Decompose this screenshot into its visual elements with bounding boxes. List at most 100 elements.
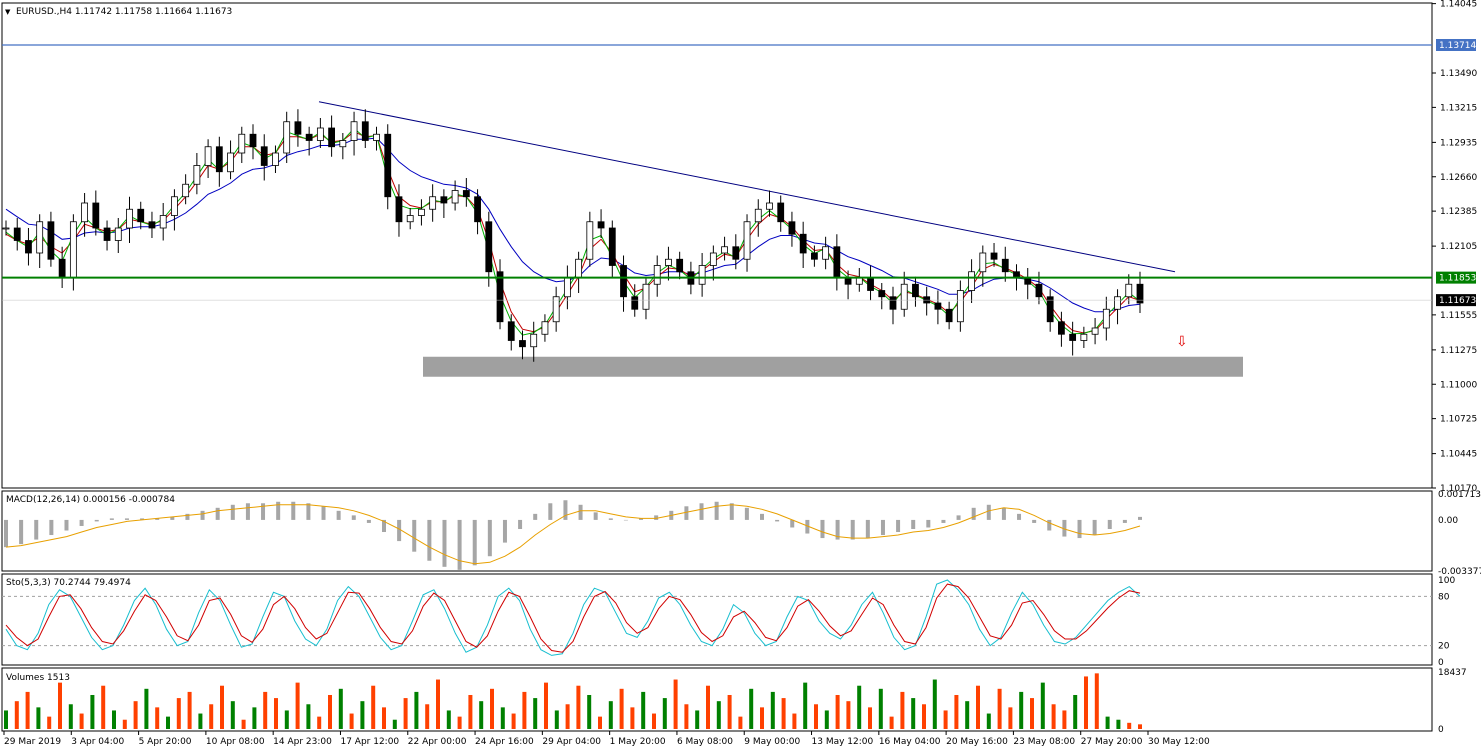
volume-bar [58, 682, 62, 729]
candle-body [1114, 296, 1121, 310]
time-tick-label: 13 May 12:00 [812, 737, 874, 747]
candle-body [260, 146, 268, 166]
macd-bar [306, 503, 311, 520]
volume-bar [1138, 724, 1142, 729]
volume-bar [79, 713, 84, 729]
candle-body [653, 265, 661, 285]
price-tick-label: 1.11555 [1440, 311, 1477, 321]
macd-bar [699, 503, 704, 520]
volume-bar [706, 685, 710, 729]
candle-body [1058, 321, 1065, 335]
macd-bar [215, 507, 220, 520]
volume-bar [371, 685, 376, 729]
volume-bar [1084, 676, 1088, 729]
volume-bar [338, 688, 343, 729]
macd-axis: 0.001713 0.00 -0.003377 [1438, 490, 1481, 577]
volume-bar [166, 716, 170, 729]
support-zone [423, 356, 1243, 377]
candle-body [114, 227, 122, 241]
collapse-triangle-icon[interactable]: ▼ [5, 8, 11, 16]
volume-bar [252, 707, 257, 729]
time-tick-label: 1 May 20:00 [610, 737, 666, 747]
volume-pane-frame [1, 667, 1433, 732]
macd-bar [230, 504, 235, 520]
price-tick-label: 1.14045 [1440, 0, 1477, 10]
price-pane-frame [1, 2, 1433, 489]
macd-bar [911, 519, 916, 529]
macd-bar [608, 518, 613, 520]
candle-body [496, 271, 504, 323]
volume-bar [911, 698, 916, 729]
volume-pane[interactable]: Volumes 1513 18437 0 [1, 667, 1467, 735]
macd-bar [261, 503, 266, 520]
volume-bar [263, 691, 268, 729]
price-pane[interactable]: 1.13714 1.11853 1.11673 ⇩ EURUSD.,H4 1.117… [1, 0, 1477, 494]
macd-bar [321, 506, 326, 520]
price-tick-label: 1.13215 [1440, 103, 1477, 113]
sell-arrow-icon: ⇩ [1176, 334, 1188, 350]
candle-body [575, 258, 583, 279]
price-tick-label: 1.11275 [1440, 346, 1477, 356]
candle-body [316, 127, 324, 141]
candle-body [563, 277, 571, 298]
candle-body [990, 252, 998, 260]
macd-pane[interactable]: MACD(12,26,14) 0.000156 -0.000784 0.0017… [1, 490, 1481, 577]
horizontal-levels[interactable]: 1.13714 1.11853 1.11673 [2, 39, 1476, 307]
stochastic-tick-label: 20 [1438, 642, 1450, 652]
stochastic-title: Sto(5,3,3) 70.2744 79.4974 [6, 578, 131, 588]
volume-bar [436, 679, 440, 729]
time-tick-label: 14 Apr 23:00 [273, 737, 332, 747]
volume-bar [230, 701, 235, 729]
volume-bar [349, 713, 354, 729]
candle-body [47, 221, 55, 260]
candle-body [429, 196, 437, 210]
candle-body [373, 133, 380, 141]
price-tick-label: 1.12385 [1440, 207, 1477, 217]
macd-bar [1062, 519, 1067, 537]
volume-bar [4, 710, 8, 729]
volume-bar [641, 691, 646, 729]
time-axis: 29 Mar 2019 3 Apr 04:00 5 Apr 20:00 10 Apr … [3, 731, 1210, 747]
macd-bar [155, 518, 160, 520]
candle-body [193, 165, 201, 185]
volume-bar [652, 713, 656, 729]
macd-bar [941, 519, 946, 523]
volume-bar [14, 701, 19, 729]
time-tick-label: 10 Apr 08:00 [206, 737, 265, 747]
volume-bar [792, 713, 797, 729]
macd-bar [94, 519, 99, 522]
macd-pane-frame [1, 490, 1433, 572]
candle-body [294, 121, 302, 135]
volume-bar [781, 698, 786, 729]
volume-bar [500, 707, 505, 729]
volume-bar [889, 716, 894, 729]
candle-body [844, 277, 852, 285]
volume-bar [209, 704, 214, 729]
macd-bar [820, 519, 825, 539]
macd-bar [124, 518, 129, 520]
macd-bar [623, 519, 628, 521]
candle-body [182, 183, 190, 198]
stochastic-pane[interactable]: Sto(5,3,3) 70.2744 79.4974 100 80 20 0 [1, 573, 1455, 668]
macd-bar [19, 519, 24, 545]
macd-bar [1047, 519, 1052, 531]
candle-body [1125, 283, 1133, 298]
volume-bar [446, 710, 451, 729]
descending-trendline[interactable] [318, 101, 1176, 273]
candle-body [272, 152, 279, 166]
candle-body [631, 296, 639, 310]
time-tick-label: 5 Apr 20:00 [139, 737, 192, 747]
candle-body [754, 208, 762, 223]
macd-bar [412, 519, 417, 552]
moving-averages [5, 127, 1141, 336]
volume-bar [576, 685, 581, 729]
volume-bar [846, 701, 851, 729]
macd-bar [1107, 519, 1112, 529]
volume-bar [112, 710, 116, 729]
volume-bar [1008, 707, 1013, 729]
candle-body [1091, 327, 1099, 335]
candle-body [676, 258, 684, 273]
macd-bar [729, 503, 734, 520]
candle-body [900, 283, 908, 310]
